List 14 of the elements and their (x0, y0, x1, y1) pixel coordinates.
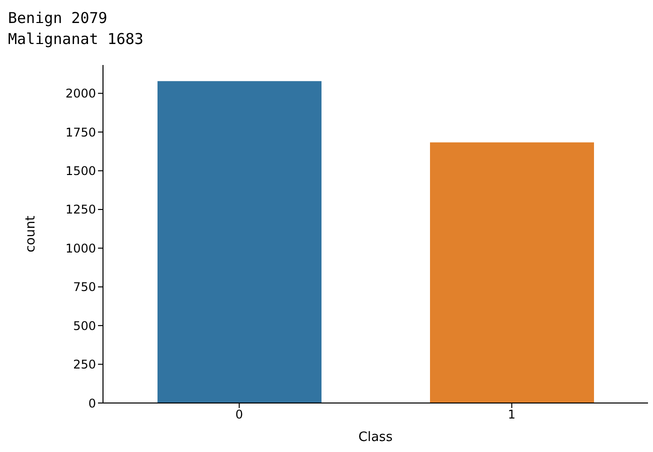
text: Benign 2079 (8, 8, 108, 29)
y-tick-label: 1500 (65, 164, 96, 178)
text: Malignanat 1683 (8, 29, 144, 50)
y-tick-label: 2000 (65, 86, 96, 101)
y-tick-label: 1750 (65, 125, 96, 140)
y-tick-label: 500 (73, 318, 96, 333)
x-axis-title: Class (358, 430, 393, 445)
y-tick-label: 0 (88, 396, 96, 410)
y-tick-label: 1250 (65, 202, 96, 217)
y-tick-label: 750 (73, 280, 96, 294)
y-tick-label: 1000 (65, 241, 96, 256)
y-tick-label: 250 (73, 358, 96, 372)
x-tick-label: 1 (508, 408, 516, 422)
y-axis-title: count (24, 216, 39, 252)
